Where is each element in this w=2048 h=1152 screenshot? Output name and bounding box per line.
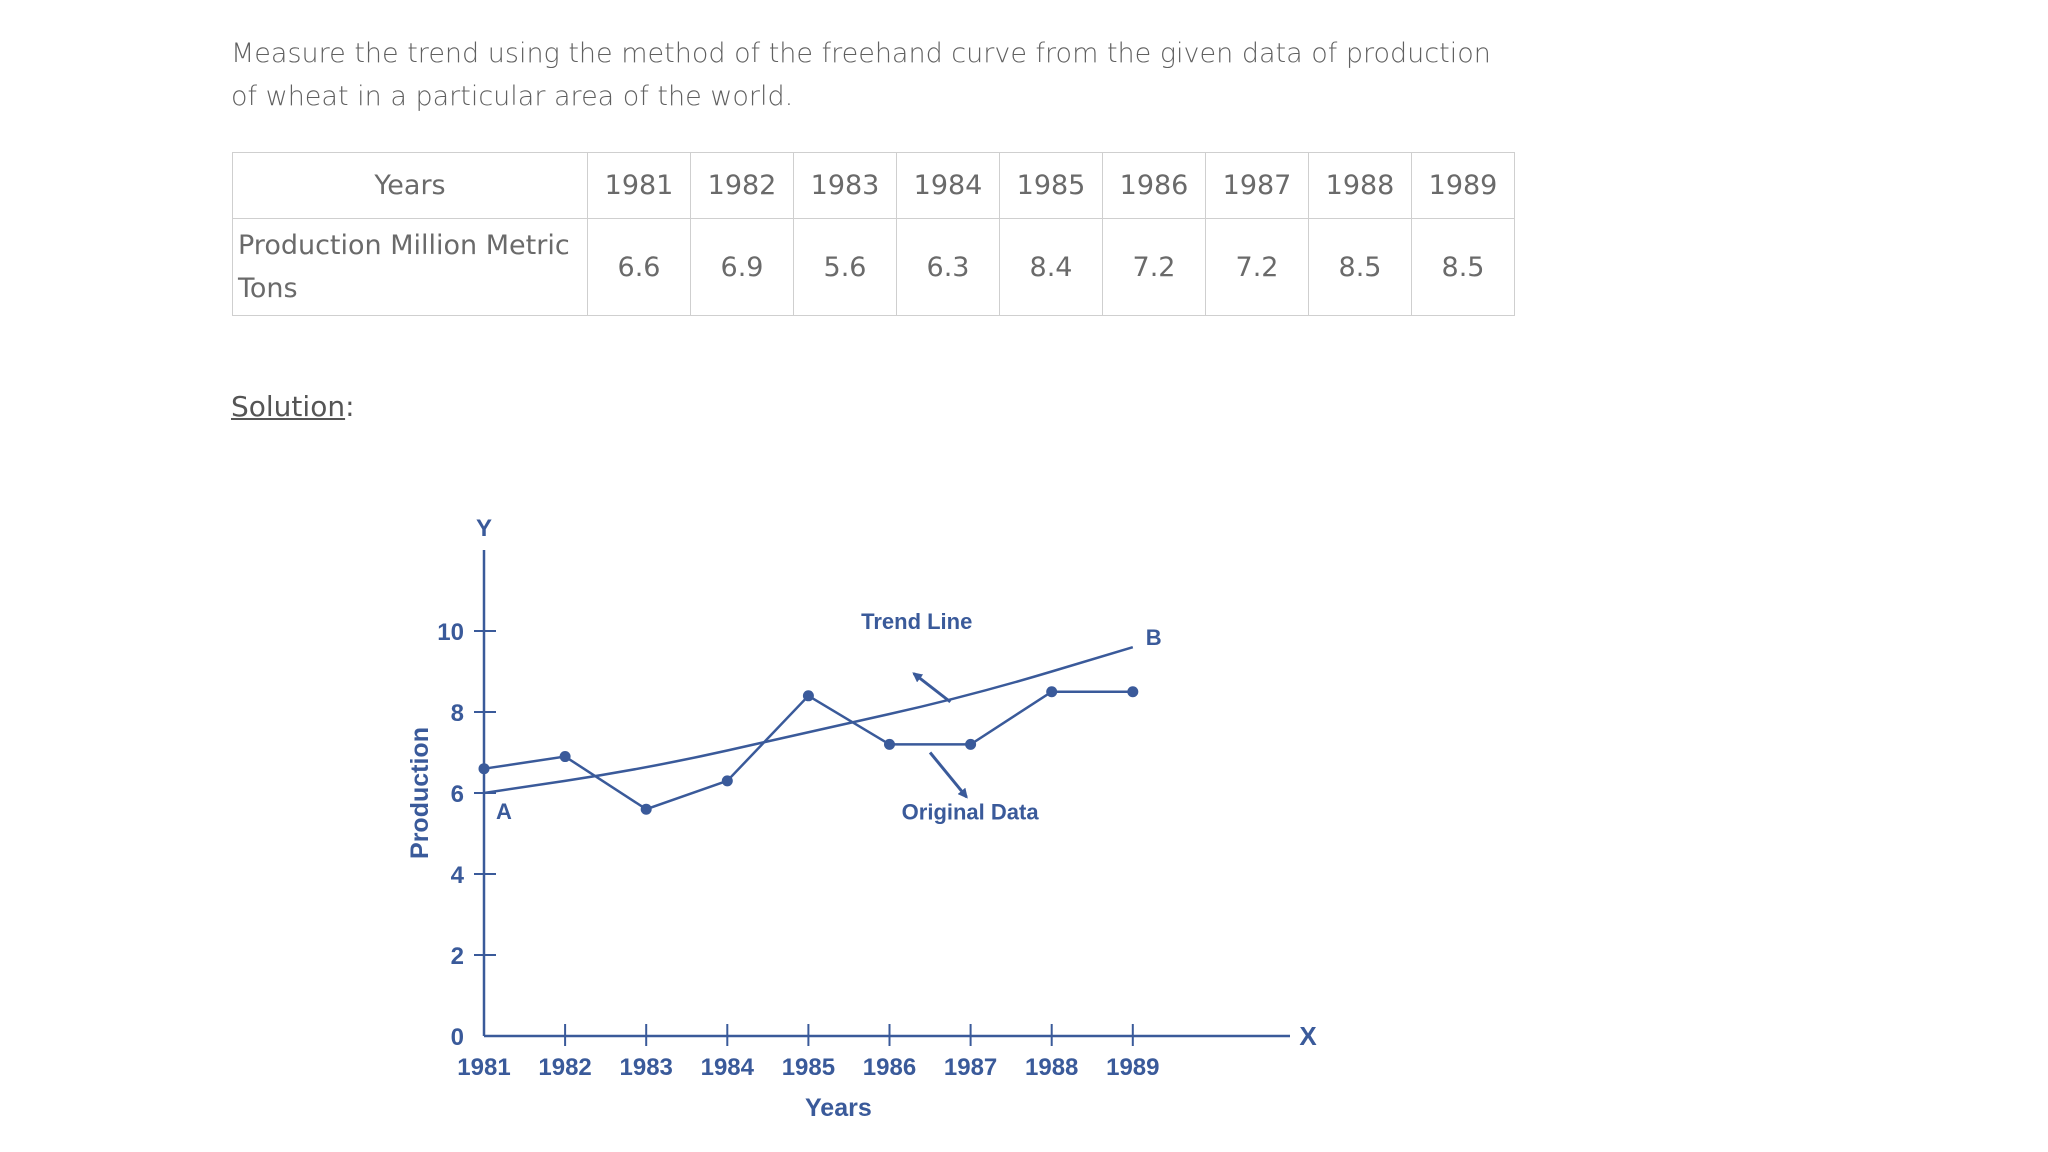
data-point [965,738,977,750]
table-value-cell: 6.3 [896,218,1000,316]
data-point [884,738,895,750]
y-axis-title: Production [406,727,434,859]
trend-line [483,646,1134,795]
table-value-cell: 8.5 [1411,218,1515,316]
data-point [802,690,814,702]
table-year-cell: 1989 [1411,152,1515,219]
data-point [640,803,652,815]
table-year-cell: 1982 [690,152,794,219]
table-year-cell: 1987 [1205,152,1309,219]
x-tick-label: 1989 [1106,1054,1159,1081]
y-axis-letter: Y [476,515,492,542]
data-point [1046,686,1058,698]
solution-colon: : [345,390,355,423]
table-value-cell: 7.2 [1205,218,1309,316]
trend-line-arrow [912,672,952,704]
x-tick-label: 1986 [863,1054,916,1081]
trend-line-label: Trend Line [861,609,972,634]
x-tick-label: 1981 [457,1054,510,1081]
y-tick-label: 4 [451,862,465,889]
y-tick-label: 6 [451,781,464,808]
table-header-label: Years [232,152,588,219]
x-tick-label: 1988 [1025,1054,1078,1081]
table-year-cell: 1985 [999,152,1103,219]
original-data-line [483,690,1133,811]
y-tick-label: 0 [451,1024,464,1051]
point-a-label: A [496,799,512,824]
x-tick-label: 1985 [782,1054,835,1081]
original-data-arrow [928,751,968,799]
x-tick-label: 1982 [538,1054,591,1081]
table-value-cell: 7.2 [1102,218,1206,316]
table-header-row: Years 1981 1982 1983 1984 1985 1986 1987… [232,152,1515,219]
data-point [1127,686,1139,698]
chart-layer: Y X 0 2 4 6 8 10 1981 1982 1983 1984 1985 1986 1987 198… [406,515,1317,1122]
table-row-label: Production Million Metric Tons [232,218,588,316]
point-b-label: B [1146,625,1162,650]
x-tick-label: 1987 [944,1054,997,1081]
table-value-row: Production Million Metric Tons 6.6 6.9 5… [232,218,1515,316]
original-data-label: Original Data [902,799,1040,824]
table-year-cell: 1984 [896,152,1000,219]
table-year-cell: 1988 [1308,152,1412,219]
table-value-cell: 8.5 [1308,218,1412,316]
y-tick-label: 2 [451,943,464,970]
question-text: Measure the trend using the method of th… [231,38,1491,112]
table-value-cell: 6.6 [587,218,691,316]
y-tick-label: 10 [437,619,464,646]
table-value-cell: 5.6 [793,218,897,316]
data-point [478,763,490,775]
x-tick-label: 1984 [701,1054,755,1081]
x-tick-label: 1983 [620,1054,673,1081]
data-point [559,751,571,763]
solution-word: Solution [231,390,346,423]
x-axis-title: Years [805,1094,872,1122]
x-axis-letter: X [1299,1021,1317,1051]
production-table: Years 1981 1982 1983 1984 1985 1986 1987… [232,152,1515,316]
table-value-cell: 6.9 [690,218,794,316]
y-tick-label: 8 [451,700,464,727]
solution-heading: Solution: [231,390,355,423]
data-point [721,775,733,787]
